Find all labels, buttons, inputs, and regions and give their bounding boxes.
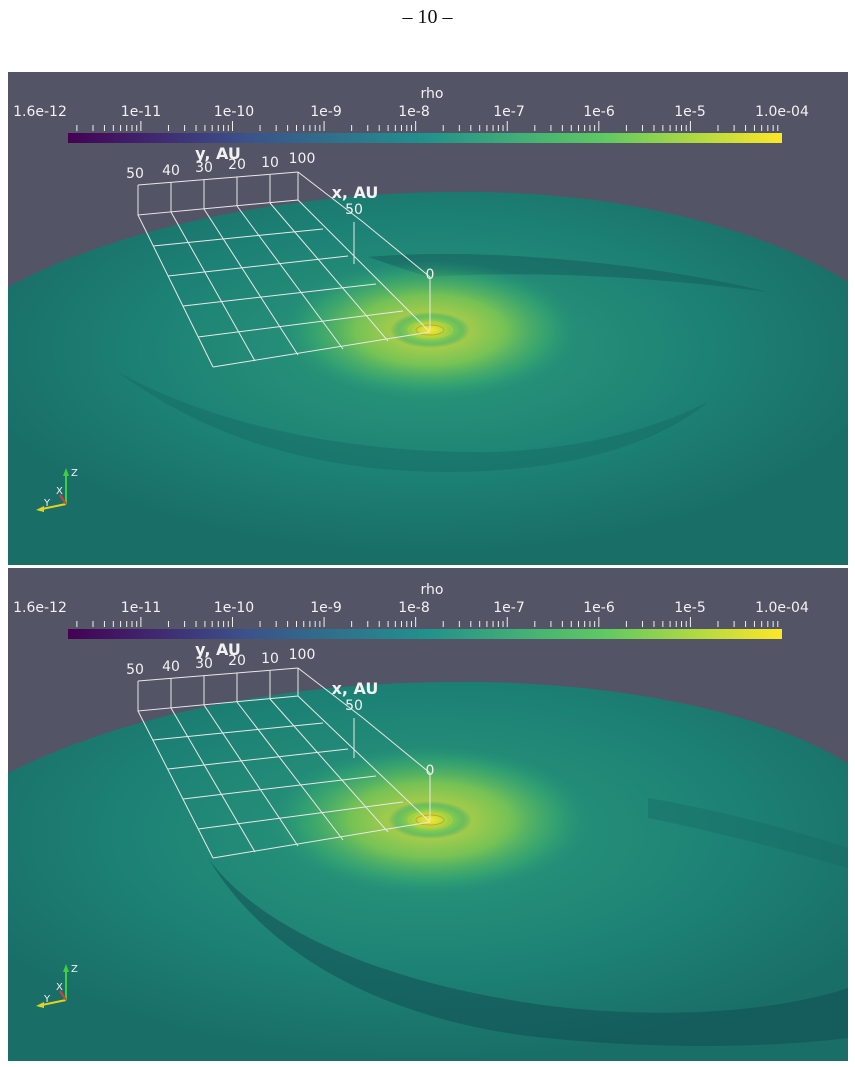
- colorbar-tick-label: 1e-6: [583, 600, 615, 616]
- orientation-z-label: Z: [71, 964, 78, 975]
- orientation-y-label: Y: [43, 994, 51, 1005]
- x-axis-title: x, AU: [332, 183, 379, 202]
- colorbar-tick-label: 1.0e-04: [755, 104, 809, 120]
- colorbar-tick-label: 1.6e-12: [13, 104, 67, 120]
- y-axis-tick: 20: [228, 653, 246, 669]
- y-axis-tick: 30: [195, 160, 213, 176]
- y-axis-tick: 10: [261, 155, 279, 171]
- y-axis-tick: 40: [162, 659, 180, 675]
- colorbar-tick-labels: 1.6e-12 1e-11 1e-10 1e-9 1e-8 1e-7 1e-6 …: [13, 600, 809, 616]
- spiral-arm: [648, 798, 848, 868]
- colorbar-ticks: [76, 617, 779, 627]
- orientation-y-label: Y: [43, 498, 51, 509]
- colorbar-tick-label: 1e-10: [214, 600, 254, 616]
- y-axis-tick: 10: [261, 651, 279, 667]
- colorbar: [68, 133, 782, 143]
- y-axis-tick: 20: [228, 157, 246, 173]
- colorbar-title: rho: [421, 582, 444, 598]
- colorbar-tick-label: 1e-11: [121, 600, 161, 616]
- render-view-top: rho 1.6e-12 1e-11 1e-10 1e-9 1e-8 1e-7 1…: [8, 86, 848, 565]
- y-axis-title: y, AU: [195, 640, 241, 659]
- y-axis-tick: 50: [126, 662, 144, 678]
- colorbar-tick-label: 1e-6: [583, 104, 615, 120]
- render-panel-bottom: rho 1.6e-12 1e-11 1e-10 1e-9 1e-8 1e-7 1…: [8, 568, 848, 1061]
- colorbar-tick-label: 1.6e-12: [13, 600, 67, 616]
- axes-grid: [137, 171, 431, 368]
- colorbar-tick-label: 1e-11: [121, 104, 161, 120]
- colorbar: [68, 629, 782, 639]
- orientation-x-label: X: [56, 486, 63, 497]
- colorbar-tick-label: 1e-5: [674, 104, 705, 120]
- colorbar-title: rho: [421, 86, 444, 102]
- y-axis-title: y, AU: [195, 144, 241, 163]
- y-axis-tick: 100: [289, 647, 316, 663]
- spiral-arm: [118, 372, 708, 472]
- colorbar-tick-label: 1e-8: [398, 104, 429, 120]
- spiral-arm: [208, 858, 848, 1046]
- x-axis-tick: 50: [345, 698, 363, 714]
- y-axis-tick: 30: [195, 656, 213, 672]
- orientation-x-label: X: [56, 982, 63, 993]
- x-axis-tick: 50: [345, 202, 363, 218]
- orientation-z-label: Z: [71, 468, 78, 479]
- y-axis-tick: 40: [162, 163, 180, 179]
- x-axis-title: x, AU: [332, 679, 379, 698]
- colorbar-tick-label: 1e-8: [398, 600, 429, 616]
- y-axis-tick: 100: [289, 151, 316, 167]
- colorbar-tick-labels: 1.6e-12 1e-11 1e-10 1e-9 1e-8 1e-7 1e-6 …: [13, 104, 809, 120]
- orientation-axes: Z X Y: [36, 964, 78, 1008]
- x-axis-tick: 0: [426, 763, 435, 779]
- colorbar-tick-label: 1e-10: [214, 104, 254, 120]
- render-panel-top: rho 1.6e-12 1e-11 1e-10 1e-9 1e-8 1e-7 1…: [8, 72, 848, 565]
- y-axis-tick: 50: [126, 166, 144, 182]
- colorbar-tick-label: 1e-5: [674, 600, 705, 616]
- colorbar-tick-label: 1e-7: [493, 104, 524, 120]
- colorbar-tick-label: 1e-9: [310, 600, 341, 616]
- page-number: – 10 –: [402, 6, 453, 28]
- colorbar-tick-label: 1.0e-04: [755, 600, 809, 616]
- orientation-axes: Z X Y: [36, 468, 78, 512]
- colorbar-tick-label: 1e-7: [493, 600, 524, 616]
- colorbar-ticks: [76, 121, 779, 131]
- colorbar-tick-label: 1e-9: [310, 104, 341, 120]
- axes-grid: [137, 667, 431, 859]
- render-view-bottom: rho 1.6e-12 1e-11 1e-10 1e-9 1e-8 1e-7 1…: [8, 582, 848, 1061]
- x-axis-tick: 0: [426, 267, 435, 283]
